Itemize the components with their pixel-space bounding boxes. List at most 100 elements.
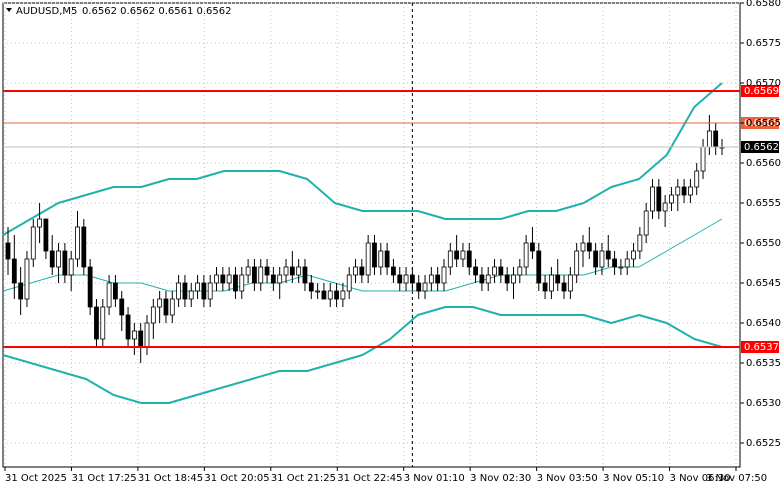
candle xyxy=(466,243,472,275)
candle xyxy=(233,267,238,299)
candle-body xyxy=(492,266,497,276)
candle-body xyxy=(624,258,630,268)
candle xyxy=(536,243,542,291)
x-tick-label: 3 Nov 05:10 xyxy=(603,473,664,484)
candle-body xyxy=(706,130,712,148)
x-tick-label: 3 Nov 03:50 xyxy=(537,473,598,484)
candle-body xyxy=(30,226,36,260)
candle xyxy=(226,267,232,291)
candle xyxy=(454,235,460,267)
candle xyxy=(169,291,175,323)
candle xyxy=(18,267,24,315)
candle-body xyxy=(593,250,599,268)
candle xyxy=(100,299,106,347)
candle-body xyxy=(416,282,422,292)
candle-body xyxy=(346,274,352,292)
candle xyxy=(119,291,125,331)
candle xyxy=(637,227,643,259)
candle-body xyxy=(567,274,573,292)
candle-body xyxy=(125,314,131,340)
candle-body xyxy=(384,250,390,268)
level-badge xyxy=(741,85,779,97)
candle xyxy=(163,291,169,323)
candle xyxy=(473,259,478,283)
candle-body xyxy=(574,250,580,276)
candle xyxy=(460,243,466,267)
candle xyxy=(530,227,535,259)
candle-body xyxy=(548,274,554,292)
candle xyxy=(681,179,687,203)
candle-body xyxy=(409,274,415,284)
candle xyxy=(688,179,693,203)
x-tick-label: 31 Oct 22:45 xyxy=(337,473,402,484)
level-badge xyxy=(741,117,779,129)
candle-body xyxy=(233,274,238,292)
candle-body xyxy=(220,274,226,284)
candle-body xyxy=(24,258,30,300)
candle xyxy=(643,203,649,243)
candle xyxy=(245,259,251,283)
candle xyxy=(422,275,428,299)
candle xyxy=(605,235,611,267)
candle xyxy=(94,299,99,347)
candle xyxy=(157,291,163,323)
candle xyxy=(580,235,586,267)
candle xyxy=(131,323,137,355)
candle xyxy=(113,275,118,307)
candle xyxy=(397,267,403,291)
candle-body xyxy=(422,282,428,292)
candles xyxy=(5,115,725,363)
candle-body xyxy=(359,266,365,276)
candle xyxy=(523,235,529,275)
candle-body xyxy=(586,242,592,252)
candle xyxy=(492,259,497,283)
candle-body xyxy=(643,210,649,236)
y-tick-label: 0.6530 xyxy=(746,398,781,409)
candle xyxy=(315,283,321,299)
candle xyxy=(517,259,523,283)
candle-body xyxy=(447,250,453,268)
candle-body xyxy=(100,306,106,340)
candle xyxy=(56,243,61,283)
candle xyxy=(75,211,80,267)
candle-body xyxy=(75,226,80,260)
candle xyxy=(498,259,504,283)
candle-body xyxy=(131,330,137,340)
x-tick-label: 31 Oct 17:25 xyxy=(71,473,136,484)
candle-body xyxy=(441,266,447,284)
candle-body xyxy=(195,282,200,292)
candle xyxy=(479,267,485,291)
candle-body xyxy=(264,266,270,276)
y-tick-label: 0.6570 xyxy=(746,78,781,89)
candle xyxy=(612,251,617,275)
candle xyxy=(81,219,87,275)
ohlc-values: 0.6562 0.6562 0.6561 0.6562 xyxy=(82,6,232,17)
candle xyxy=(662,195,668,227)
symbol-dropdown-icon[interactable] xyxy=(6,8,12,12)
candle-body xyxy=(681,186,687,196)
candle-body xyxy=(530,242,535,252)
level-label: 0.6569 xyxy=(744,86,779,97)
candle-body xyxy=(713,130,719,148)
candle xyxy=(441,259,447,291)
candle xyxy=(30,219,36,267)
candle-body xyxy=(340,290,346,300)
candle xyxy=(220,267,226,291)
candle xyxy=(68,251,74,291)
candle-body xyxy=(397,274,403,284)
candle-body xyxy=(163,298,169,316)
candle xyxy=(675,179,681,211)
candle-body xyxy=(37,218,42,228)
candle-body xyxy=(700,146,706,172)
candle-body xyxy=(498,266,504,276)
candle-body xyxy=(321,290,327,300)
candle-body xyxy=(605,250,611,260)
y-tick-label: 0.6545 xyxy=(746,278,781,289)
candle xyxy=(511,267,516,299)
candle xyxy=(289,251,295,283)
candle-body xyxy=(169,298,175,316)
candle xyxy=(669,187,674,211)
candle-body xyxy=(150,306,156,324)
candle xyxy=(150,299,156,339)
